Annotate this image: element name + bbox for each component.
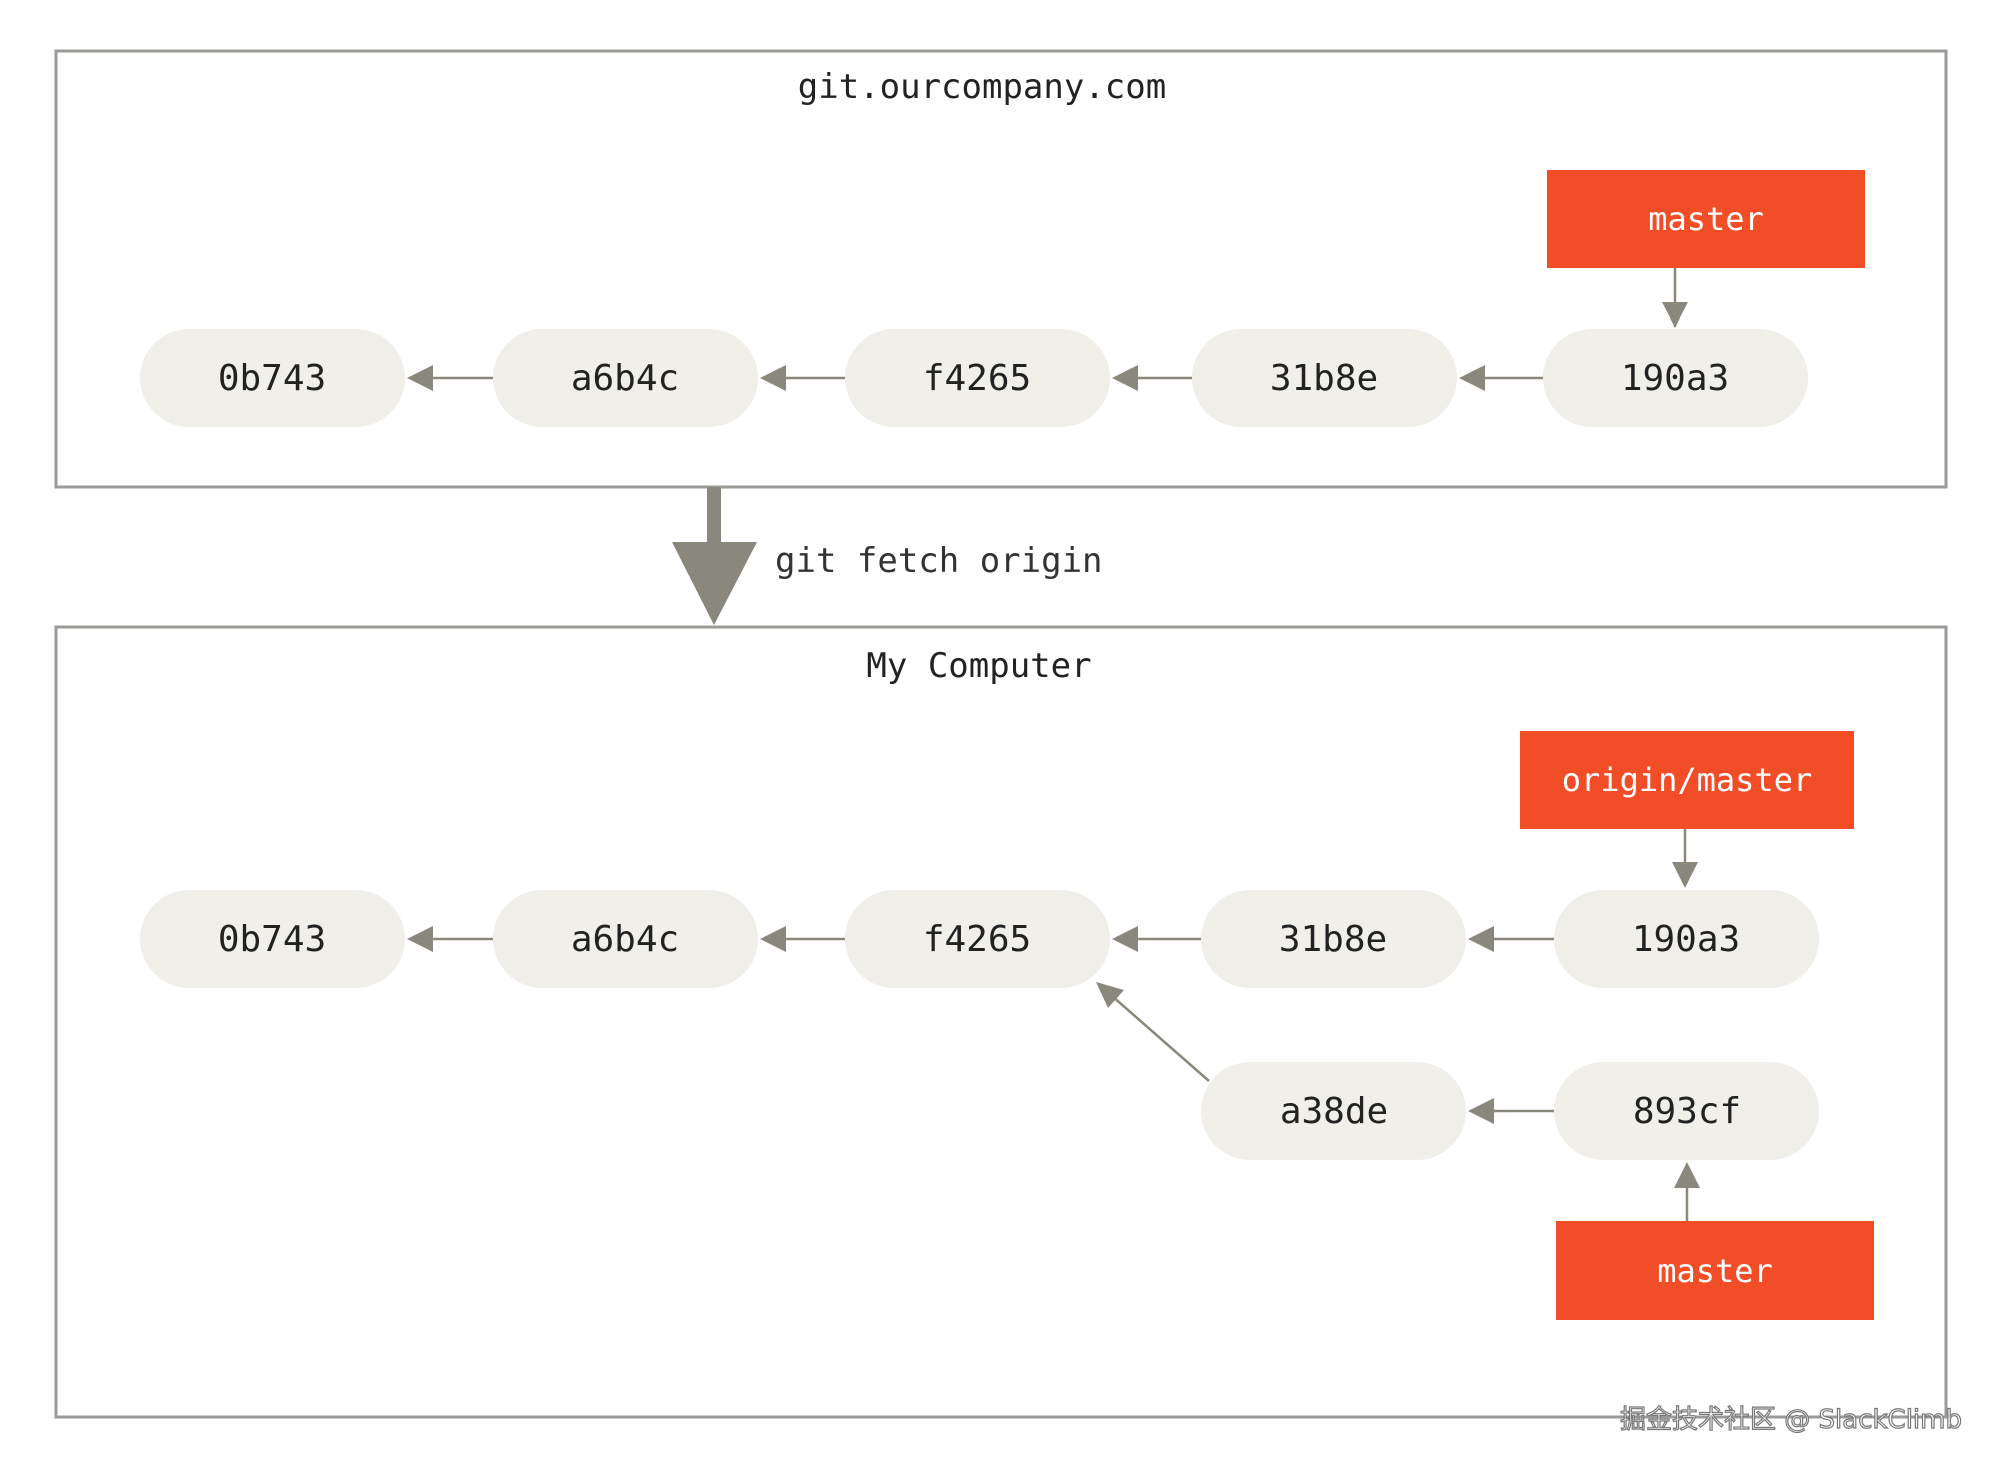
remote-title: git.ourcompany.com xyxy=(798,67,1166,107)
commit-hash: 190a3 xyxy=(1621,358,1729,399)
commit-node: 31b8e xyxy=(1192,329,1457,427)
arrow-head xyxy=(1112,365,1138,391)
svg-text:origin/master: origin/master xyxy=(1562,761,1812,799)
arrow-head xyxy=(1112,926,1138,952)
arrow-head xyxy=(1459,365,1485,391)
svg-text:893cf: 893cf xyxy=(1633,1091,1741,1132)
arrow-head xyxy=(407,365,433,391)
local-master-branch: master xyxy=(1556,1221,1874,1320)
fetch-command: git fetch origin xyxy=(775,541,1103,581)
commit-hash: f4265 xyxy=(923,919,1031,960)
remote-server-frame xyxy=(54,49,1948,489)
remote-master-branch: master xyxy=(1547,170,1865,268)
commit-node: 0b743 xyxy=(140,329,405,427)
commit-hash: 31b8e xyxy=(1270,358,1378,399)
commit-node: a6b4c xyxy=(493,890,758,988)
commit-node: 0b743 xyxy=(140,890,405,988)
commit-a38de: a38de xyxy=(1201,1062,1466,1160)
commit-hash: a6b4c xyxy=(571,919,679,960)
arrow-head xyxy=(1674,1162,1700,1188)
origin-master-branch: origin/master xyxy=(1520,731,1854,829)
watermark: 掘金技术社区 @ SlackClimb xyxy=(1620,1405,1962,1435)
commit-node: 190a3 xyxy=(1554,890,1819,988)
arrow-head xyxy=(760,926,786,952)
commit-node: f4265 xyxy=(845,890,1110,988)
fetch-arrow-shaft xyxy=(707,487,721,545)
arrow-head xyxy=(760,365,786,391)
arrow-head xyxy=(407,926,433,952)
commit-hash: f4265 xyxy=(923,358,1031,399)
commit-node: 190a3 xyxy=(1543,329,1808,427)
commit-hash: 0b743 xyxy=(218,919,326,960)
commit-node: f4265 xyxy=(845,329,1110,427)
svg-text:a38de: a38de xyxy=(1280,1091,1388,1132)
local-title: My Computer xyxy=(866,646,1091,686)
fetch-arrow-head xyxy=(672,542,757,625)
commit-hash: 31b8e xyxy=(1279,919,1387,960)
commit-hash: 0b743 xyxy=(218,358,326,399)
commit-node: a6b4c xyxy=(493,329,758,427)
arrow-head xyxy=(1096,982,1124,1008)
commit-hash: 190a3 xyxy=(1632,919,1740,960)
commit-893cf: 893cf xyxy=(1554,1062,1819,1160)
commit-hash: a6b4c xyxy=(571,358,679,399)
arrow-head xyxy=(1468,926,1494,952)
arrow-head xyxy=(1662,302,1688,327)
svg-text:master: master xyxy=(1648,200,1764,238)
commit-node: 31b8e xyxy=(1201,890,1466,988)
arrow-head xyxy=(1468,1098,1494,1124)
parent-arrow xyxy=(1111,995,1210,1082)
local-computer-frame xyxy=(54,625,1948,1419)
svg-text:master: master xyxy=(1657,1252,1773,1290)
arrow-head xyxy=(1672,862,1698,888)
